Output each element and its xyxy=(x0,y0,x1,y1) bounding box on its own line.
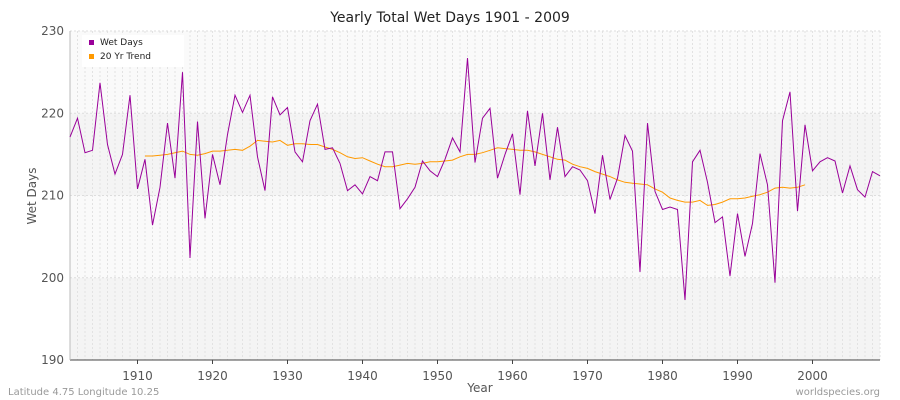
legend-label-wet-days: Wet Days xyxy=(100,38,143,48)
trend-line xyxy=(145,139,806,206)
x-tick-label: 1990 xyxy=(722,369,753,383)
axes xyxy=(69,31,880,361)
legend-swatch-wet-days xyxy=(89,40,94,45)
y-tick-label: 210 xyxy=(41,189,64,203)
x-tick-label: 1960 xyxy=(497,369,528,383)
legend-swatch-trend xyxy=(89,54,94,59)
x-axis-label: Year xyxy=(466,381,492,395)
legend: Wet Days 20 Yr Trend xyxy=(82,35,184,67)
series-lines xyxy=(69,58,881,301)
x-tick-label: 1980 xyxy=(647,369,678,383)
wet-days-line xyxy=(69,58,881,301)
x-tick-label: 1970 xyxy=(572,369,603,383)
legend-box xyxy=(82,35,184,67)
x-tick-label: 2000 xyxy=(797,369,828,383)
y-axis-label: Wet Days xyxy=(25,167,39,224)
x-tick-label: 1930 xyxy=(272,369,303,383)
x-tick-label: 1920 xyxy=(197,369,228,383)
chart-title: Yearly Total Wet Days 1901 - 2009 xyxy=(329,10,570,26)
footer-source: worldspecies.org xyxy=(796,387,880,398)
y-tick-label: 220 xyxy=(41,106,64,120)
x-tick-label: 1950 xyxy=(422,369,453,383)
x-tick-label: 1910 xyxy=(122,369,153,383)
y-tick-label: 230 xyxy=(41,24,64,38)
y-tick-label: 200 xyxy=(41,271,64,285)
footer-location: Latitude 4.75 Longitude 10.25 xyxy=(8,387,159,398)
x-tick-label: 1940 xyxy=(347,369,378,383)
tick-labels: 190 200 210 220 230 1910 1920 1930 1940 1950 1960 1… xyxy=(41,24,828,383)
legend-label-trend: 20 Yr Trend xyxy=(100,52,151,62)
y-tick-label: 190 xyxy=(41,353,64,367)
